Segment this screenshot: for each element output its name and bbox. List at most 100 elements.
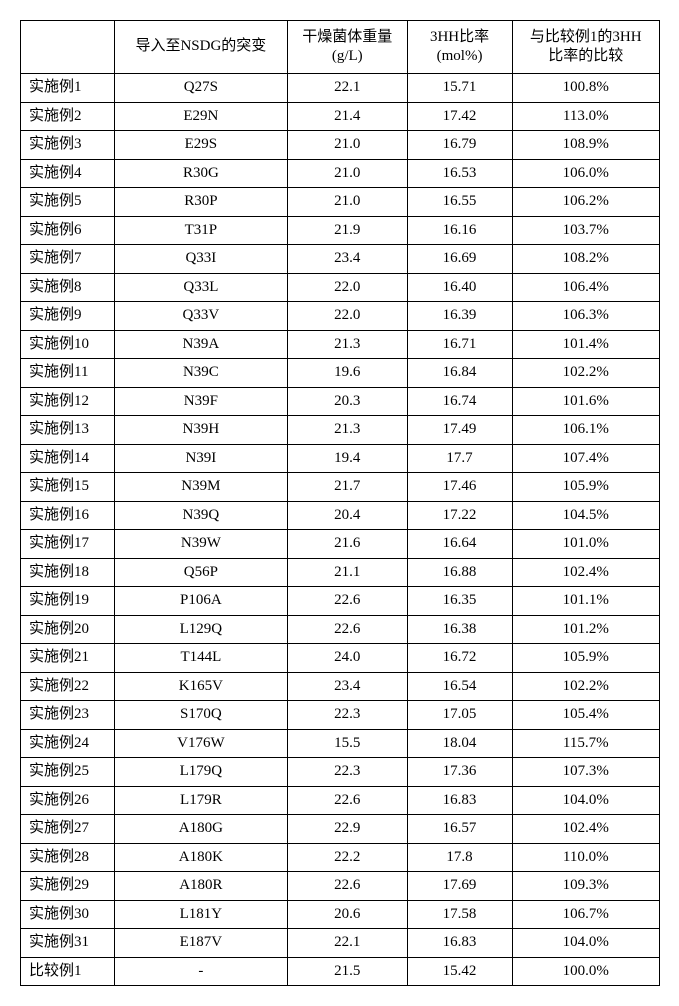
cell-label: 实施例16 (21, 501, 115, 530)
table-row: 实施例30L181Y20.617.58106.7% (21, 900, 660, 929)
cell-ratio: 18.04 (407, 729, 512, 758)
cell-compare: 102.4% (512, 815, 660, 844)
cell-label: 实施例1 (21, 74, 115, 103)
table-row: 实施例19P106A22.616.35101.1% (21, 587, 660, 616)
table-row: 实施例22K165V23.416.54102.2% (21, 672, 660, 701)
cell-ratio: 16.57 (407, 815, 512, 844)
cell-mutation: N39A (114, 330, 287, 359)
header-compare: 与比较例1的3HH比率的比较 (512, 21, 660, 74)
cell-compare: 105.9% (512, 644, 660, 673)
cell-label: 比较例1 (21, 957, 115, 986)
cell-ratio: 16.88 (407, 558, 512, 587)
cell-weight: 22.6 (287, 587, 407, 616)
cell-label: 实施例17 (21, 530, 115, 559)
cell-weight: 21.4 (287, 102, 407, 131)
cell-label: 实施例2 (21, 102, 115, 131)
table-row: 比较例1-21.515.42100.0% (21, 957, 660, 986)
cell-mutation: Q33L (114, 273, 287, 302)
cell-weight: 22.6 (287, 615, 407, 644)
table-row: 实施例3E29S21.016.79108.9% (21, 131, 660, 160)
cell-mutation: P106A (114, 587, 287, 616)
cell-mutation: L179R (114, 786, 287, 815)
cell-compare: 106.4% (512, 273, 660, 302)
cell-compare: 104.0% (512, 929, 660, 958)
table-row: 实施例9Q33V22.016.39106.3% (21, 302, 660, 331)
cell-weight: 21.7 (287, 473, 407, 502)
cell-label: 实施例3 (21, 131, 115, 160)
cell-weight: 21.3 (287, 330, 407, 359)
cell-label: 实施例6 (21, 216, 115, 245)
cell-compare: 108.9% (512, 131, 660, 160)
cell-ratio: 17.36 (407, 758, 512, 787)
cell-weight: 23.4 (287, 672, 407, 701)
table-row: 实施例31E187V22.116.83104.0% (21, 929, 660, 958)
cell-label: 实施例23 (21, 701, 115, 730)
cell-weight: 22.0 (287, 302, 407, 331)
cell-mutation: L129Q (114, 615, 287, 644)
cell-weight: 19.4 (287, 444, 407, 473)
cell-compare: 109.3% (512, 872, 660, 901)
table-row: 实施例15N39M21.717.46105.9% (21, 473, 660, 502)
cell-ratio: 16.84 (407, 359, 512, 388)
cell-label: 实施例27 (21, 815, 115, 844)
cell-label: 实施例19 (21, 587, 115, 616)
table-row: 实施例16N39Q20.417.22104.5% (21, 501, 660, 530)
cell-compare: 101.0% (512, 530, 660, 559)
cell-weight: 21.0 (287, 131, 407, 160)
cell-compare: 106.0% (512, 159, 660, 188)
cell-compare: 100.8% (512, 74, 660, 103)
cell-mutation: N39Q (114, 501, 287, 530)
header-ratio: 3HH比率(mol%) (407, 21, 512, 74)
cell-compare: 115.7% (512, 729, 660, 758)
cell-mutation: N39C (114, 359, 287, 388)
cell-mutation: Q27S (114, 74, 287, 103)
cell-mutation: A180R (114, 872, 287, 901)
cell-weight: 19.6 (287, 359, 407, 388)
cell-mutation: - (114, 957, 287, 986)
table-row: 实施例6T31P21.916.16103.7% (21, 216, 660, 245)
cell-weight: 22.1 (287, 929, 407, 958)
cell-ratio: 16.83 (407, 786, 512, 815)
table-row: 实施例17N39W21.616.64101.0% (21, 530, 660, 559)
cell-ratio: 16.64 (407, 530, 512, 559)
cell-ratio: 16.72 (407, 644, 512, 673)
cell-mutation: N39M (114, 473, 287, 502)
cell-mutation: K165V (114, 672, 287, 701)
cell-compare: 101.1% (512, 587, 660, 616)
table-row: 实施例5R30P21.016.55106.2% (21, 188, 660, 217)
cell-ratio: 16.39 (407, 302, 512, 331)
cell-label: 实施例30 (21, 900, 115, 929)
cell-weight: 21.9 (287, 216, 407, 245)
cell-label: 实施例8 (21, 273, 115, 302)
cell-weight: 20.6 (287, 900, 407, 929)
cell-label: 实施例29 (21, 872, 115, 901)
cell-mutation: A180G (114, 815, 287, 844)
cell-label: 实施例7 (21, 245, 115, 274)
cell-ratio: 17.8 (407, 843, 512, 872)
cell-compare: 107.3% (512, 758, 660, 787)
cell-label: 实施例4 (21, 159, 115, 188)
cell-weight: 22.6 (287, 786, 407, 815)
cell-weight: 22.1 (287, 74, 407, 103)
table-row: 实施例1Q27S22.115.71100.8% (21, 74, 660, 103)
cell-ratio: 17.49 (407, 416, 512, 445)
cell-weight: 22.0 (287, 273, 407, 302)
table-row: 实施例13N39H21.317.49106.1% (21, 416, 660, 445)
cell-mutation: T144L (114, 644, 287, 673)
cell-compare: 105.4% (512, 701, 660, 730)
cell-ratio: 16.69 (407, 245, 512, 274)
cell-mutation: R30P (114, 188, 287, 217)
cell-compare: 102.2% (512, 672, 660, 701)
cell-compare: 101.4% (512, 330, 660, 359)
cell-compare: 107.4% (512, 444, 660, 473)
cell-ratio: 17.58 (407, 900, 512, 929)
cell-label: 实施例11 (21, 359, 115, 388)
table-row: 实施例12N39F20.316.74101.6% (21, 387, 660, 416)
table-header-row: 导入至NSDG的突变 干燥菌体重量(g/L) 3HH比率(mol%) 与比较例1… (21, 21, 660, 74)
cell-label: 实施例9 (21, 302, 115, 331)
header-blank (21, 21, 115, 74)
cell-ratio: 16.16 (407, 216, 512, 245)
table-body: 实施例1Q27S22.115.71100.8%实施例2E29N21.417.42… (21, 74, 660, 986)
cell-weight: 20.3 (287, 387, 407, 416)
table-row: 实施例7Q33I23.416.69108.2% (21, 245, 660, 274)
